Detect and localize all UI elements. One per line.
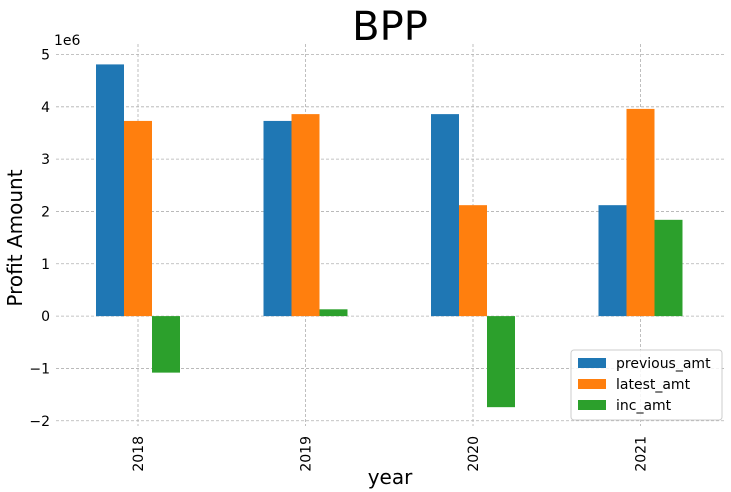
y-tick-label: 4 — [41, 100, 50, 116]
bar-previous_amt-2019 — [263, 120, 292, 317]
y-axis-label: Profit Amount — [3, 169, 27, 306]
y-offset-label: 1e6 — [54, 33, 81, 49]
legend-swatch-previous_amt — [578, 358, 606, 368]
bar-previous_amt-2020 — [431, 114, 459, 317]
y-tick-label: −2 — [29, 414, 50, 430]
bar-inc_amt-2020 — [487, 316, 515, 408]
bar-previous_amt-2018 — [96, 64, 124, 317]
y-tick-label: 5 — [41, 47, 50, 63]
legend: previous_amt latest_amt inc_amt — [570, 349, 723, 421]
x-tick-label: 2020 — [466, 436, 482, 472]
bars — [96, 64, 683, 408]
legend-swatch-inc_amt — [578, 400, 606, 410]
legend-label-inc_amt: inc_amt — [616, 398, 672, 414]
legend-box — [570, 349, 723, 421]
tick-labels: −2 −1 0 1 2 3 4 5 2018 2019 2020 2021 — [29, 47, 649, 471]
legend-label-latest_amt: latest_amt — [616, 377, 691, 393]
y-tick-label: 2 — [41, 204, 50, 220]
chart-title: BPP — [352, 4, 428, 50]
bar-inc_amt-2021 — [654, 219, 683, 317]
x-tick-label: 2019 — [299, 436, 315, 472]
x-tick-label: 2021 — [634, 436, 650, 472]
x-tick-label: 2018 — [131, 436, 147, 472]
bar-latest_amt-2018 — [124, 120, 152, 317]
legend-label-previous_amt: previous_amt — [616, 356, 711, 372]
y-tick-label: 0 — [41, 309, 50, 325]
y-tick-label: −1 — [29, 361, 50, 377]
x-axis-label: year — [368, 465, 413, 489]
bar-previous_amt-2021 — [598, 205, 627, 317]
bar-inc_amt-2019 — [319, 309, 348, 317]
y-tick-label: 3 — [41, 152, 50, 168]
legend-swatch-latest_amt — [578, 379, 606, 389]
y-tick-label: 1 — [41, 257, 50, 273]
bar-latest_amt-2021 — [626, 108, 655, 317]
bar-latest_amt-2019 — [291, 114, 320, 317]
bar-latest_amt-2020 — [459, 205, 487, 317]
bar-inc_amt-2018 — [152, 316, 180, 373]
